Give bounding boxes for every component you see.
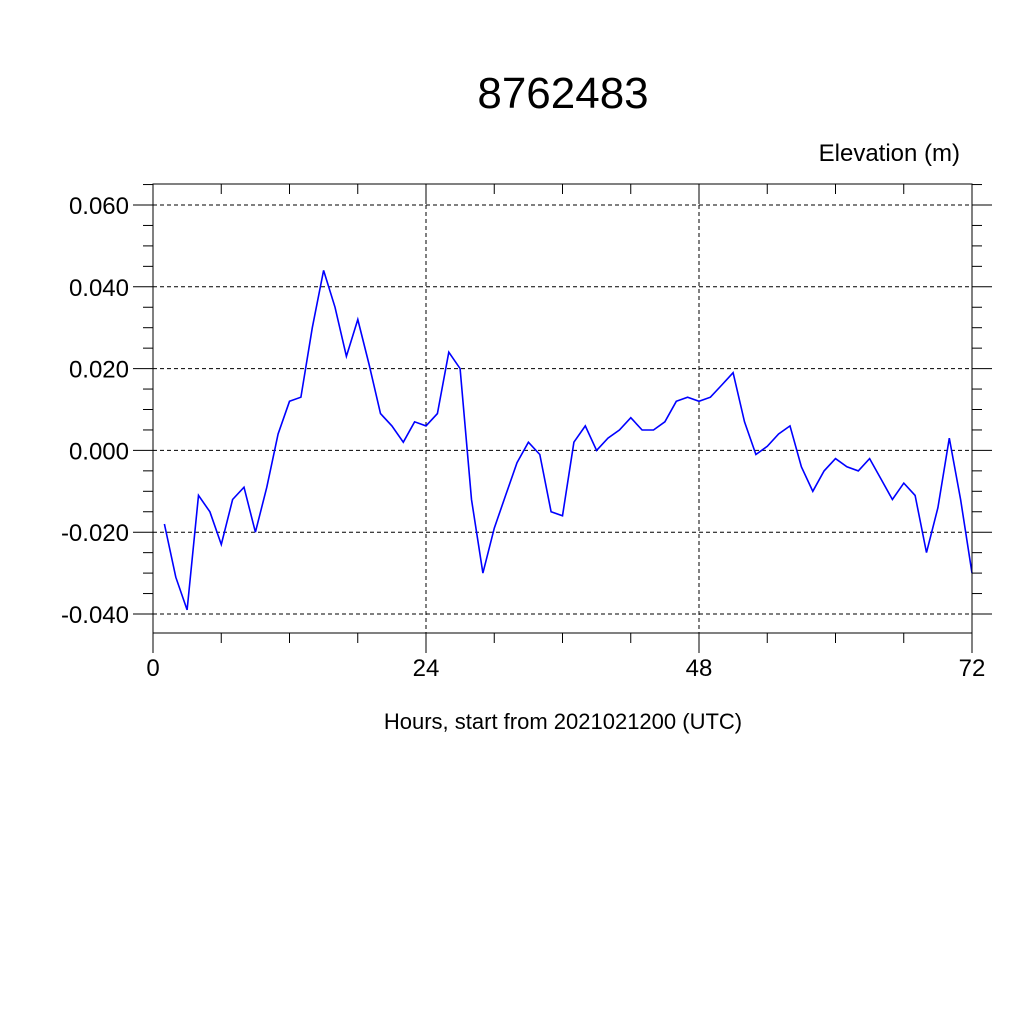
elevation-series-line (163, 270, 973, 611)
y-tick-label: 0.060 (69, 193, 129, 220)
tick-marks (133, 184, 992, 653)
grid-lines (153, 184, 973, 633)
y-tick-label: 0.000 (69, 438, 129, 465)
series-layer (163, 270, 973, 611)
y-tick-label: 0.020 (69, 357, 129, 384)
plot-frame (152, 183, 973, 634)
y-axis-label: Elevation (m) (819, 140, 960, 167)
y-tick-label: -0.040 (61, 602, 129, 629)
x-axis-label: Hours, start from 2021021200 (UTC) (384, 709, 742, 734)
x-tick-label: 72 (959, 655, 986, 682)
x-tick-label: 48 (686, 655, 713, 682)
y-tick-label: 0.040 (69, 275, 129, 302)
y-tick-label: -0.020 (61, 520, 129, 547)
tick-labels: -0.040 -0.020 0.000 0.020 0.040 0.060 0 24 48 72 (61, 193, 985, 682)
x-tick-label: 24 (413, 655, 440, 682)
chart-title: 8762483 (477, 69, 648, 118)
x-tick-label: 0 (146, 655, 159, 682)
